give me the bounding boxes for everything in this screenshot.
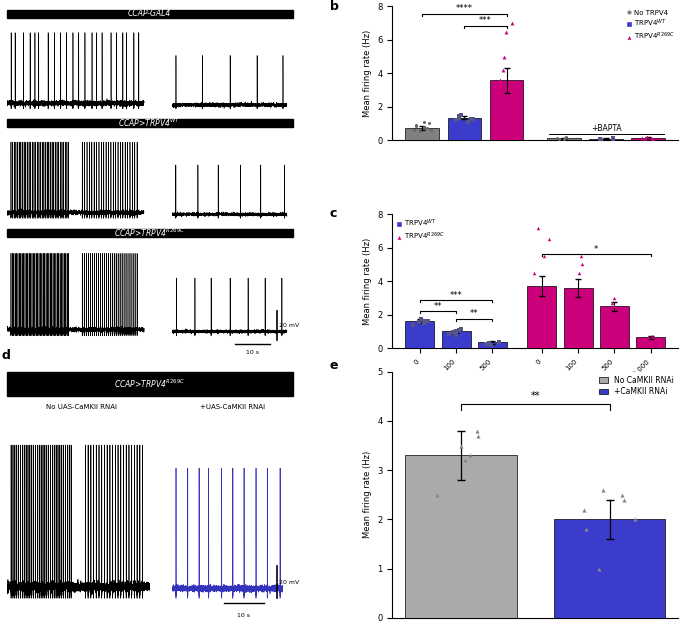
Text: 20 mV: 20 mV xyxy=(279,323,299,327)
Text: +BAPTA: +BAPTA xyxy=(591,124,621,133)
Text: **: ** xyxy=(434,301,443,310)
Text: 10 s: 10 s xyxy=(246,350,259,355)
Text: +UAS-CaMKII RNAi: +UAS-CaMKII RNAi xyxy=(200,404,265,410)
Y-axis label: Mean firing rate (Hz): Mean firing rate (Hz) xyxy=(363,451,372,538)
Text: CCAP>TRPV4$^{WT}$: CCAP>TRPV4$^{WT}$ xyxy=(119,117,181,129)
Text: ***: *** xyxy=(450,290,462,299)
Bar xyxy=(406,128,439,140)
Bar xyxy=(632,138,665,140)
Bar xyxy=(7,372,292,396)
Bar xyxy=(564,288,593,348)
Text: +5 mM BAPTA: +5 mM BAPTA xyxy=(210,124,255,129)
Bar xyxy=(406,455,516,618)
Text: **: ** xyxy=(531,391,540,401)
Text: *: * xyxy=(594,245,599,254)
Text: ***: *** xyxy=(479,16,492,25)
Bar xyxy=(589,139,623,140)
Bar xyxy=(442,331,471,348)
Legend: TRPV4$^{WT}$, TRPV4$^{R269C}$: TRPV4$^{WT}$, TRPV4$^{R269C}$ xyxy=(396,218,445,242)
Text: b: b xyxy=(329,0,338,13)
Text: **: ** xyxy=(470,309,479,318)
Bar xyxy=(7,119,292,127)
Text: 20 mV: 20 mV xyxy=(279,580,299,585)
Text: No UAS-CaMKII RNAi: No UAS-CaMKII RNAi xyxy=(46,404,116,410)
Bar xyxy=(636,338,665,348)
Bar xyxy=(527,286,556,348)
Bar xyxy=(447,118,482,140)
Text: CCAP>TRPV4$^{R269C}$: CCAP>TRPV4$^{R269C}$ xyxy=(114,227,185,239)
Text: CCAP-GAL4: CCAP-GAL4 xyxy=(128,9,171,18)
Text: 10 s: 10 s xyxy=(238,613,251,618)
Legend: No TRPV4, TRPV4$^{WT}$, TRPV4$^{R269C}$: No TRPV4, TRPV4$^{WT}$, TRPV4$^{R269C}$ xyxy=(626,10,675,42)
Text: d: d xyxy=(1,349,10,362)
Bar xyxy=(554,519,665,618)
Text: ****: **** xyxy=(456,4,473,13)
Text: e: e xyxy=(329,359,338,373)
Bar xyxy=(406,322,434,348)
Bar xyxy=(490,80,523,140)
X-axis label: [GSK219] nM (TRPV4 antagonist): [GSK219] nM (TRPV4 antagonist) xyxy=(466,385,604,394)
Y-axis label: Mean firing rate (Hz): Mean firing rate (Hz) xyxy=(363,238,372,325)
Bar xyxy=(478,342,507,348)
Text: c: c xyxy=(329,208,337,220)
Bar xyxy=(7,10,292,18)
Bar xyxy=(547,138,581,140)
Legend: No CaMKII RNAi, +CaMKII RNAi: No CaMKII RNAi, +CaMKII RNAi xyxy=(599,376,674,396)
Text: +5 mM BAPTA: +5 mM BAPTA xyxy=(210,234,255,239)
Bar xyxy=(600,306,629,348)
Y-axis label: Mean firing rate (Hz): Mean firing rate (Hz) xyxy=(363,30,372,117)
Text: CCAP>TRPV4$^{R269C}$: CCAP>TRPV4$^{R269C}$ xyxy=(114,378,185,390)
Bar xyxy=(7,229,292,237)
Text: a: a xyxy=(1,0,10,3)
Text: +5 mM BAPTA: +5 mM BAPTA xyxy=(210,14,255,19)
